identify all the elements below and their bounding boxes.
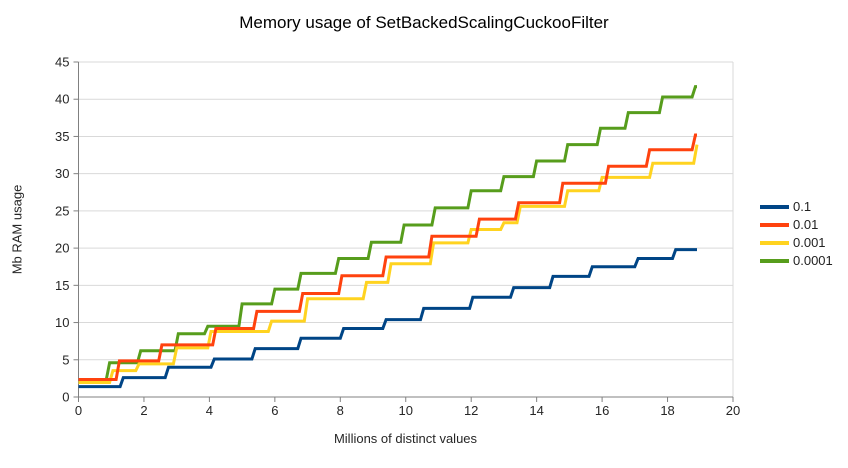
legend-item-0.0001: 0.0001 <box>760 252 833 270</box>
chart-title: Memory usage of SetBackedScalingCuckooFi… <box>239 13 609 32</box>
x-tick-label-14: 14 <box>529 403 543 418</box>
legend-label-0.1: 0.1 <box>793 199 812 214</box>
y-tick-label-35: 35 <box>55 129 69 144</box>
legend-label-0.01: 0.01 <box>793 217 819 232</box>
legend-swatch-0.1 <box>760 205 789 209</box>
x-tick-label-8: 8 <box>337 403 344 418</box>
y-tick-label-10: 10 <box>55 315 69 330</box>
x-tick-label-4: 4 <box>206 403 213 418</box>
y-tick-label-45: 45 <box>55 55 69 70</box>
legend-item-0.1: 0.1 <box>760 198 833 216</box>
legend-swatch-0.001 <box>760 241 789 245</box>
y-tick-label-0: 0 <box>62 390 69 405</box>
legend-label-0.001: 0.001 <box>793 235 826 250</box>
series-line-0.01 <box>78 133 697 381</box>
x-tick-label-12: 12 <box>464 403 478 418</box>
series-line-0.001 <box>78 144 699 384</box>
x-tick-label-10: 10 <box>399 403 413 418</box>
legend-swatch-0.0001 <box>760 259 789 263</box>
x-tick-label-2: 2 <box>140 403 147 418</box>
y-tick-label-30: 30 <box>55 166 69 181</box>
series-line-0.0001 <box>78 85 697 381</box>
x-axis-title: Millions of distinct values <box>333 431 478 446</box>
y-tick-label-5: 5 <box>62 352 69 367</box>
y-tick-label-40: 40 <box>55 92 69 107</box>
legend-swatch-0.01 <box>760 223 789 227</box>
x-tick-label-20: 20 <box>726 403 740 418</box>
x-tick-label-0: 0 <box>75 403 82 418</box>
y-tick-label-25: 25 <box>55 203 69 218</box>
x-tick-label-16: 16 <box>595 403 609 418</box>
y-tick-label-20: 20 <box>55 241 69 256</box>
series-line-0.1 <box>78 248 697 389</box>
x-tick-label-6: 6 <box>271 403 278 418</box>
legend-item-0.001: 0.001 <box>760 234 833 252</box>
legend: 0.1 0.01 0.001 0.0001 <box>760 198 833 270</box>
legend-label-0.0001: 0.0001 <box>793 253 833 268</box>
x-tick-label-18: 18 <box>660 403 674 418</box>
y-tick-label-15: 15 <box>55 278 69 293</box>
legend-item-0.01: 0.01 <box>760 216 833 234</box>
